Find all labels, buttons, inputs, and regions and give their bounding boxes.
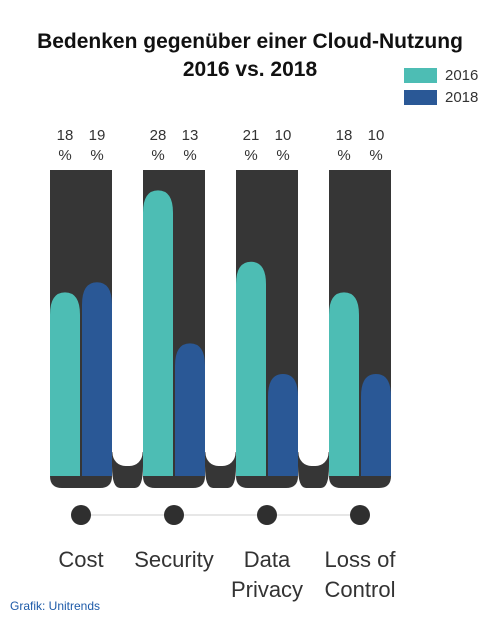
- bar-loss-of-control-2018: [361, 374, 391, 476]
- timeline-dot-security: [164, 505, 184, 525]
- gap-data-privacy: [298, 168, 329, 466]
- legend-swatch-2016: [404, 67, 437, 83]
- category-labels-layer: Cost Security Data Privacy Loss of Control: [58, 547, 396, 602]
- source-credit: Grafik: Unitrends: [10, 599, 101, 613]
- value-labels-layer: 18% 19% 28% 13% 21% 10% 18% 10%: [57, 127, 385, 164]
- category-label-data-privacy-line-1: Data: [244, 547, 291, 572]
- gap-security: [205, 168, 236, 466]
- gap-cost: [112, 168, 143, 466]
- value-unit-cost-2018: %: [90, 147, 103, 164]
- value-label-security-2016: 28: [150, 127, 167, 144]
- legend-swatch-2018: [404, 89, 437, 105]
- legend-item-2016: 2016: [404, 64, 478, 86]
- category-label-data-privacy-line-2: Privacy: [231, 577, 303, 602]
- value-label-cost-2016: 18: [57, 127, 74, 144]
- bars-layer: [50, 168, 391, 488]
- bar-security-2018: [175, 343, 205, 476]
- track-bottom-security: [143, 476, 205, 488]
- legend-label-2018: 2018: [445, 88, 479, 106]
- title-line-1: Bedenken gegenüber einer Cloud-Nutzung: [37, 30, 463, 53]
- legend-label-2016: 2016: [445, 66, 479, 84]
- value-unit-loss-of-control-2016: %: [337, 147, 350, 164]
- category-label-loss-of-control-line-2: Control: [325, 577, 396, 602]
- bar-loss-of-control-2016: [329, 292, 359, 476]
- value-label-loss-of-control-2018: 10: [368, 127, 385, 144]
- value-label-data-privacy-2016: 21: [243, 127, 260, 144]
- category-label-cost: Cost: [58, 547, 103, 572]
- value-unit-cost-2016: %: [58, 147, 71, 164]
- category-label-security: Security: [134, 547, 213, 572]
- track-bottom-loss-of-control: [329, 476, 391, 488]
- value-unit-security-2018: %: [183, 147, 196, 164]
- title-line-2: 2016 vs. 2018: [182, 58, 318, 81]
- bar-data-privacy-2018: [268, 374, 298, 476]
- timeline-dot-data-privacy: [257, 505, 277, 525]
- value-label-loss-of-control-2016: 18: [336, 127, 353, 144]
- legend: 2016 2018: [404, 64, 478, 108]
- category-label-loss-of-control-line-1: Loss of: [325, 547, 397, 572]
- chart-title: Bedenken gegenüber einer Cloud-Nutzung 2…: [0, 28, 500, 84]
- timeline-dot-loss-of-control: [350, 505, 370, 525]
- timeline-dot-cost: [71, 505, 91, 525]
- bar-security-2016: [143, 190, 173, 476]
- bar-data-privacy-2016: [236, 261, 266, 476]
- value-label-data-privacy-2018: 10: [275, 127, 292, 144]
- value-unit-data-privacy-2016: %: [244, 147, 257, 164]
- timeline-layer: [71, 505, 370, 525]
- bar-cost-2016: [50, 292, 80, 476]
- value-unit-security-2016: %: [151, 147, 164, 164]
- track-bottom-cost: [50, 476, 112, 488]
- bar-cost-2018: [82, 282, 112, 476]
- value-unit-loss-of-control-2018: %: [369, 147, 382, 164]
- track-bottom-data-privacy: [236, 476, 298, 488]
- value-label-security-2018: 13: [182, 127, 199, 144]
- legend-item-2018: 2018: [404, 86, 478, 108]
- value-label-cost-2018: 19: [89, 127, 106, 144]
- value-unit-data-privacy-2018: %: [276, 147, 289, 164]
